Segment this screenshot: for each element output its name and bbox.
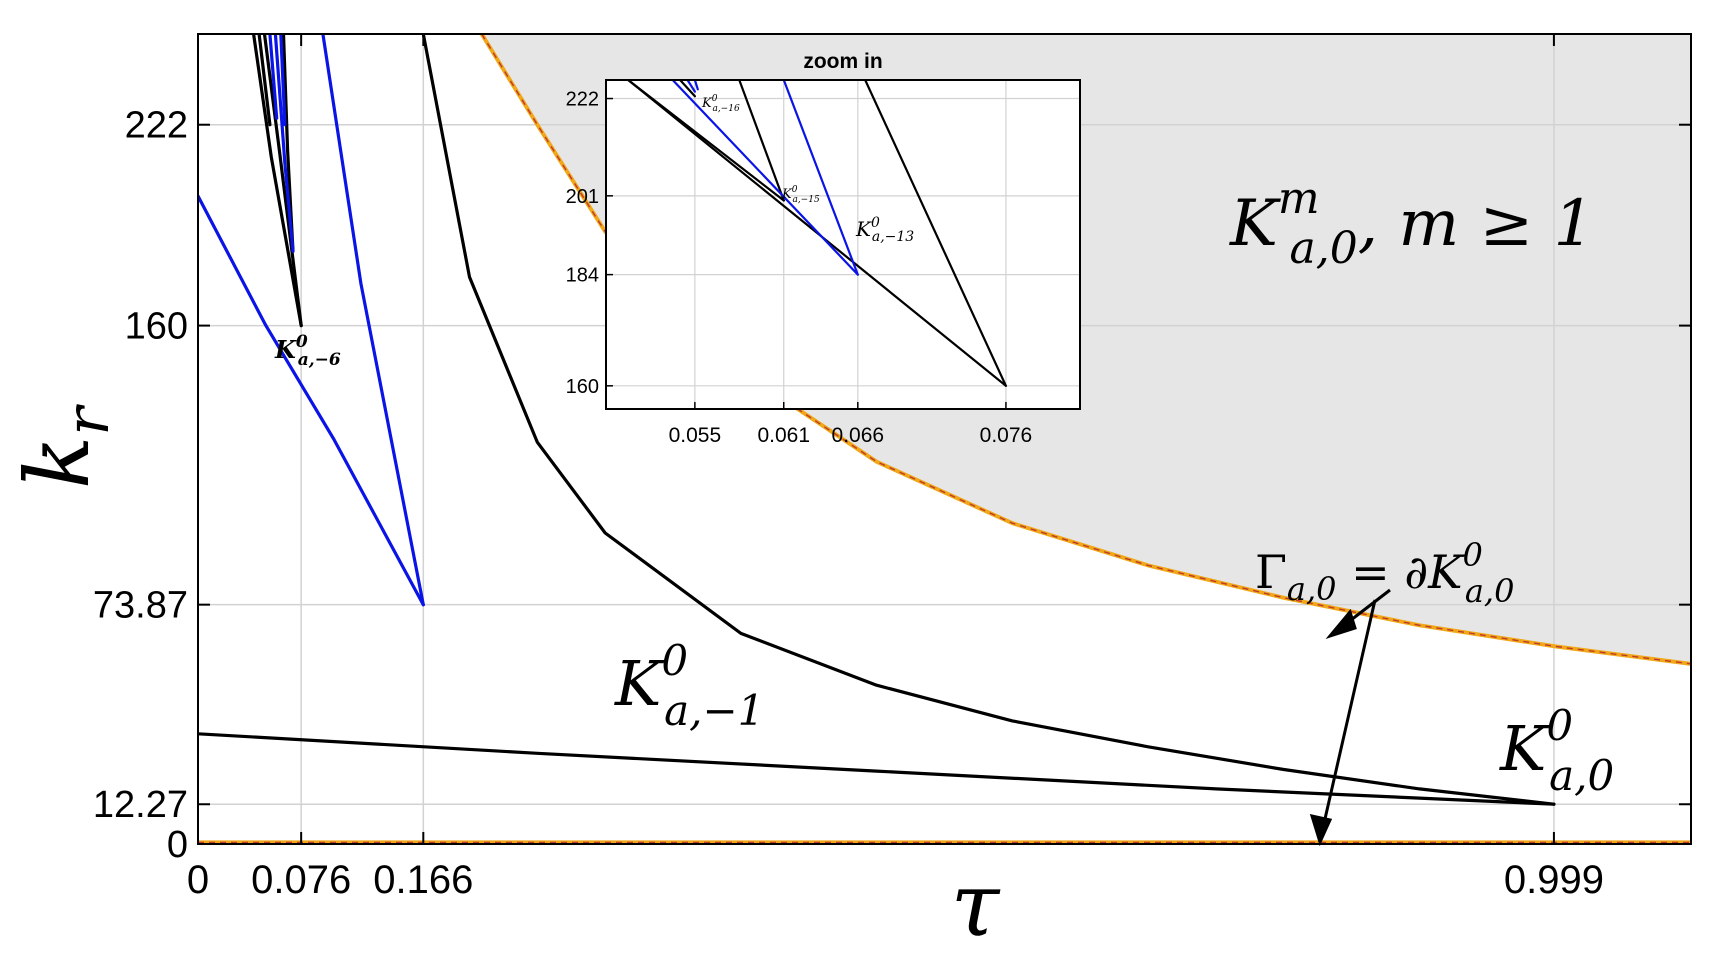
inset-series-blue-6: [782, 80, 859, 276]
x-tick-label: 0.999: [1504, 858, 1604, 902]
inset-background: [606, 80, 1080, 409]
series-black-1: [421, 34, 1556, 806]
region-label-k-minus6: K0 a,−6: [274, 332, 341, 370]
inset-y-tick-label: 222: [566, 89, 599, 111]
inset-ticks: 0.055 0.061 0.066 0.076 160 184 201 222: [566, 89, 1033, 447]
y-axis-label-sub: r: [53, 404, 123, 436]
arrow-upper-head: [1325, 608, 1357, 639]
inset-series-black-1: [864, 80, 1008, 387]
inset-series-black-2: [738, 80, 785, 202]
series-blue-5: [321, 34, 425, 607]
x-tick-label: 0.166: [373, 858, 473, 902]
inset-label-k-minus13: K0 a,−13: [855, 215, 914, 245]
inset-series-black-4: [678, 80, 697, 98]
inset-series-black-3: [627, 80, 785, 202]
inset-series: [627, 80, 1008, 387]
series-black-6: [252, 34, 303, 328]
svg-text:kr: kr: [6, 404, 123, 489]
y-tick-label: 73.87: [93, 585, 188, 627]
y-axis-label: kr: [6, 404, 123, 489]
inset-frame: [605, 79, 1081, 410]
series-black-7: [262, 34, 303, 328]
inset-label-k-minus15: K0 a,−15: [781, 185, 820, 205]
inset-x-tick-label: 0.055: [669, 424, 722, 447]
x-axis-label: τ: [951, 853, 1001, 956]
arrow-lower-shaft: [1320, 599, 1377, 833]
series-blue-4: [198, 194, 425, 607]
region-label-k0: K0 a,0: [1499, 701, 1614, 800]
inset-title: zoom in: [803, 50, 882, 73]
inset-series-blue-7: [686, 80, 697, 93]
region-label-k-minus1: K0 a,−1: [614, 636, 764, 735]
inset-series-blue-5: [671, 80, 859, 276]
inset-y-tick-label: 160: [566, 376, 599, 398]
inset-series-blue-8: [693, 80, 699, 91]
inset-label-k-minus16: K0 a,−16: [701, 94, 740, 114]
series-blue-9: [273, 34, 295, 253]
series-blue-11: [268, 34, 279, 120]
boundary-dash-2: [481, 34, 1691, 665]
plot-frame: [197, 33, 1692, 845]
inset-y-tick-label: 201: [566, 186, 599, 208]
inset-x-tick-label: 0.061: [757, 424, 810, 447]
series-blue-12: [279, 34, 287, 127]
arrow-lower-head: [1309, 813, 1333, 847]
series-black-10: [257, 34, 272, 127]
y-tick-label: 12.27: [93, 784, 188, 826]
x-tick-label: 0: [187, 858, 209, 902]
inset-axes: 0.055 0.061 0.066 0.076 160 184 201 222 zoom in…: [566, 50, 1081, 447]
inset-y-tick-label: 184: [566, 265, 599, 287]
y-tick-label: 0: [167, 824, 188, 866]
annotation-arrows: [1309, 588, 1391, 847]
inset-grid: [606, 80, 1080, 409]
y-tick-label: 222: [125, 105, 188, 147]
inset-x-tick-label: 0.076: [980, 424, 1033, 447]
y-tick-label: 160: [125, 306, 188, 348]
main-series: [198, 34, 1691, 844]
y-axis-label-base: k: [6, 436, 109, 489]
x-tick-label: 0.076: [251, 858, 351, 902]
boundary-annotation: Γa,0 = ∂K0 a,0: [1255, 536, 1514, 610]
series-black-0: [198, 732, 1556, 806]
inset-x-tick-label: 0.066: [832, 424, 885, 447]
region-label-km: Km a,0, m ≥ 1: [1229, 173, 1594, 274]
